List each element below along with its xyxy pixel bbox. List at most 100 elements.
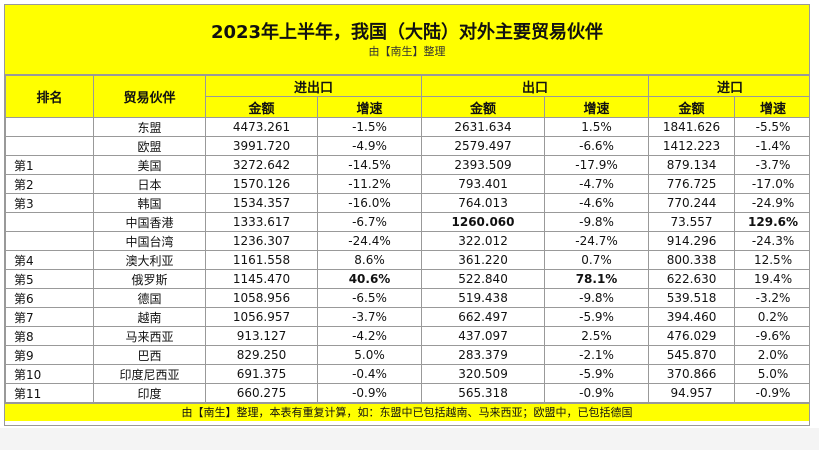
cell-rank: 第1 — [5, 155, 94, 175]
cell-export-amount: 2631.634 — [421, 117, 546, 137]
cell-export-amount: 2393.509 — [421, 155, 546, 175]
cell-export-growth: 0.7% — [544, 250, 650, 270]
cell-import-amount: 800.338 — [648, 250, 736, 270]
cell-total-amount: 1056.957 — [205, 307, 318, 327]
table-footnote: 由【南生】整理，本表有重复计算，如：东盟中已包括越南、马来西亚；欧盟中，已包括德… — [5, 403, 809, 421]
cell-rank: 第6 — [5, 288, 94, 308]
cell-export-amount: 361.220 — [421, 250, 546, 270]
cell-total-amount: 1333.617 — [205, 212, 318, 232]
cell-import-amount: 1412.223 — [648, 136, 736, 156]
cell-export-amount: 2579.497 — [421, 136, 546, 156]
header-total-growth: 增速 — [316, 96, 423, 118]
header-import: 进口 — [648, 75, 809, 97]
cell-partner: 日本 — [93, 174, 206, 194]
cell-total-amount: 1058.956 — [205, 288, 318, 308]
cell-import-growth: -3.7% — [734, 155, 809, 175]
table-body: 东盟 4473.261 -1.5% 2631.634 1.5% 1841.626 -5.5%… — [5, 117, 809, 403]
cell-import-amount: 776.725 — [648, 174, 736, 194]
cell-rank — [5, 136, 94, 156]
cell-partner: 俄罗斯 — [93, 269, 206, 289]
cell-total-amount: 1145.470 — [205, 269, 318, 289]
cell-import-growth: -9.6% — [734, 326, 809, 346]
cell-import-growth: -1.4% — [734, 136, 809, 156]
cell-import-amount: 622.630 — [648, 269, 736, 289]
cell-total-growth: -3.7% — [316, 307, 423, 327]
cell-export-amount: 764.013 — [421, 193, 546, 213]
cell-export-growth: -2.1% — [544, 345, 650, 365]
cell-partner: 欧盟 — [93, 136, 206, 156]
cell-export-amount: 519.438 — [421, 288, 546, 308]
cell-partner: 印度尼西亚 — [93, 364, 206, 384]
cell-total-amount: 3991.720 — [205, 136, 318, 156]
trade-table-panel: 2023年上半年，我国（大陆）对外主要贸易伙伴 由【南生】整理 排名 贸易伙伴 … — [4, 4, 810, 426]
cell-total-amount: 1236.307 — [205, 231, 318, 251]
cell-export-growth: -5.9% — [544, 364, 650, 384]
cell-import-amount: 94.957 — [648, 383, 736, 403]
cell-rank: 第11 — [5, 383, 94, 403]
header-rank: 排名 — [5, 75, 94, 118]
cell-total-growth: -4.2% — [316, 326, 423, 346]
table-row: 东盟 4473.261 -1.5% 2631.634 1.5% 1841.626 -5.5% — [5, 117, 809, 137]
cell-import-growth: -24.9% — [734, 193, 809, 213]
cell-export-amount: 322.012 — [421, 231, 546, 251]
table-title: 2023年上半年，我国（大陆）对外主要贸易伙伴 — [210, 22, 604, 43]
cell-export-growth: -4.7% — [544, 174, 650, 194]
cell-export-growth: -6.6% — [544, 136, 650, 156]
cell-import-amount: 545.870 — [648, 345, 736, 365]
cell-total-growth: -1.5% — [316, 117, 423, 137]
cell-export-growth: -5.9% — [544, 307, 650, 327]
header-export: 出口 — [421, 75, 650, 97]
cell-import-growth: 19.4% — [734, 269, 809, 289]
cell-rank: 第8 — [5, 326, 94, 346]
cell-import-amount: 770.244 — [648, 193, 736, 213]
cell-total-growth: -14.5% — [316, 155, 423, 175]
cell-import-amount: 914.296 — [648, 231, 736, 251]
cell-export-amount: 662.497 — [421, 307, 546, 327]
cell-export-growth: -9.8% — [544, 288, 650, 308]
cell-export-amount: 320.509 — [421, 364, 546, 384]
cell-export-growth: 78.1% — [544, 269, 650, 289]
table-row: 第3 韩国 1534.357 -16.0% 764.013 -4.6% 770.244 -24… — [5, 193, 809, 213]
cell-partner: 中国香港 — [93, 212, 206, 232]
cell-partner: 美国 — [93, 155, 206, 175]
cell-total-growth: -11.2% — [316, 174, 423, 194]
table-row: 第9 巴西 829.250 5.0% 283.379 -2.1% 545.870 2.0% — [5, 345, 809, 365]
cell-total-amount: 1570.126 — [205, 174, 318, 194]
cell-rank: 第10 — [5, 364, 94, 384]
cell-import-amount: 394.460 — [648, 307, 736, 327]
header-export-growth: 增速 — [544, 96, 650, 118]
table-subtitle: 由【南生】整理 — [368, 45, 446, 58]
cell-partner: 中国台湾 — [93, 231, 206, 251]
table-row: 中国台湾 1236.307 -24.4% 322.012 -24.7% 914.296 -2… — [5, 231, 809, 251]
cell-import-amount: 476.029 — [648, 326, 736, 346]
cell-export-amount: 793.401 — [421, 174, 546, 194]
cell-total-growth: 40.6% — [316, 269, 423, 289]
cell-import-growth: -0.9% — [734, 383, 809, 403]
cell-rank: 第7 — [5, 307, 94, 327]
cell-rank — [5, 231, 94, 251]
cell-export-growth: 2.5% — [544, 326, 650, 346]
cell-partner: 马来西亚 — [93, 326, 206, 346]
cell-rank: 第9 — [5, 345, 94, 365]
table-row: 第10 印度尼西亚 691.375 -0.4% 320.509 -5.9% 370.866 5… — [5, 364, 809, 384]
header-export-amount: 金额 — [421, 96, 546, 118]
cell-import-growth: 0.2% — [734, 307, 809, 327]
cell-partner: 印度 — [93, 383, 206, 403]
cell-import-amount: 73.557 — [648, 212, 736, 232]
trade-partners-table: 排名 贸易伙伴 进出口 出口 进口 金额 增速 金额 增速 金额 增速 东盟 44… — [5, 75, 809, 403]
cell-import-growth: 129.6% — [734, 212, 809, 232]
cell-rank — [5, 117, 94, 137]
cell-total-amount: 660.275 — [205, 383, 318, 403]
table-row: 第5 俄罗斯 1145.470 40.6% 522.840 78.1% 622.630 19.… — [5, 269, 809, 289]
cell-total-growth: 8.6% — [316, 250, 423, 270]
cell-rank: 第3 — [5, 193, 94, 213]
cell-export-growth: -0.9% — [544, 383, 650, 403]
header-total-amount: 金额 — [205, 96, 318, 118]
page-bottom-strip — [0, 428, 819, 450]
cell-partner: 德国 — [93, 288, 206, 308]
cell-partner: 东盟 — [93, 117, 206, 137]
cell-total-growth: -4.9% — [316, 136, 423, 156]
cell-total-growth: -6.5% — [316, 288, 423, 308]
table-row: 第7 越南 1056.957 -3.7% 662.497 -5.9% 394.460 0.2% — [5, 307, 809, 327]
cell-import-growth: -17.0% — [734, 174, 809, 194]
